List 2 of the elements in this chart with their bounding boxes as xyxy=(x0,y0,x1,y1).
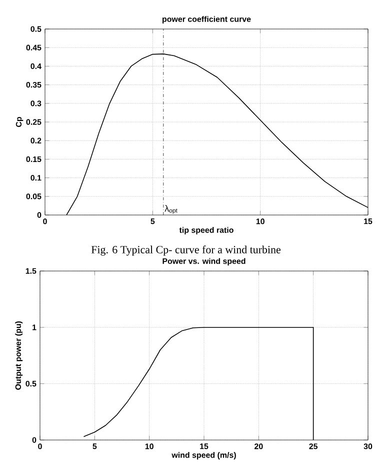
caption: Fig. 6 Typical Cp- curve for a wind turbine xyxy=(91,246,281,256)
ref-line-label: λ$_{opt}$ xyxy=(164,205,178,214)
